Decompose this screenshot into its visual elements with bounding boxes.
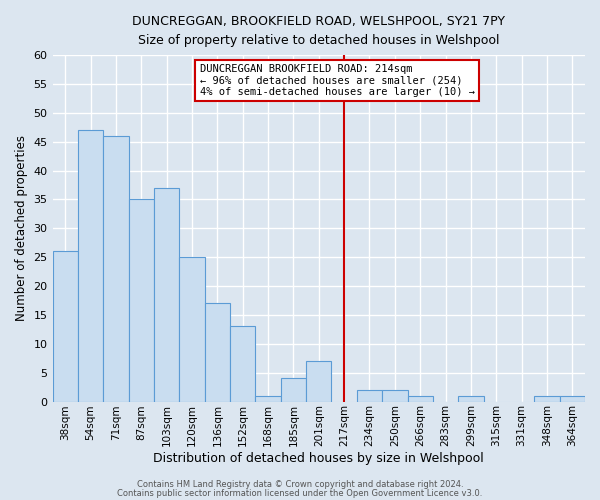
Bar <box>78 130 103 402</box>
Bar <box>53 252 78 402</box>
Bar <box>205 304 230 402</box>
Bar <box>281 378 306 402</box>
Text: DUNCREGGAN BROOKFIELD ROAD: 214sqm
← 96% of detached houses are smaller (254)
4%: DUNCREGGAN BROOKFIELD ROAD: 214sqm ← 96%… <box>200 64 475 97</box>
Bar <box>407 396 433 402</box>
Text: Contains public sector information licensed under the Open Government Licence v3: Contains public sector information licen… <box>118 488 482 498</box>
Bar <box>230 326 256 402</box>
Bar <box>103 136 128 402</box>
Y-axis label: Number of detached properties: Number of detached properties <box>15 136 28 322</box>
Bar <box>458 396 484 402</box>
Title: DUNCREGGAN, BROOKFIELD ROAD, WELSHPOOL, SY21 7PY
Size of property relative to de: DUNCREGGAN, BROOKFIELD ROAD, WELSHPOOL, … <box>132 15 505 47</box>
Bar <box>382 390 407 402</box>
Bar <box>534 396 560 402</box>
X-axis label: Distribution of detached houses by size in Welshpool: Distribution of detached houses by size … <box>154 452 484 465</box>
Bar <box>256 396 281 402</box>
Text: Contains HM Land Registry data © Crown copyright and database right 2024.: Contains HM Land Registry data © Crown c… <box>137 480 463 489</box>
Bar <box>357 390 382 402</box>
Bar <box>306 361 331 402</box>
Bar <box>560 396 585 402</box>
Bar <box>179 257 205 402</box>
Bar <box>128 200 154 402</box>
Bar <box>154 188 179 402</box>
